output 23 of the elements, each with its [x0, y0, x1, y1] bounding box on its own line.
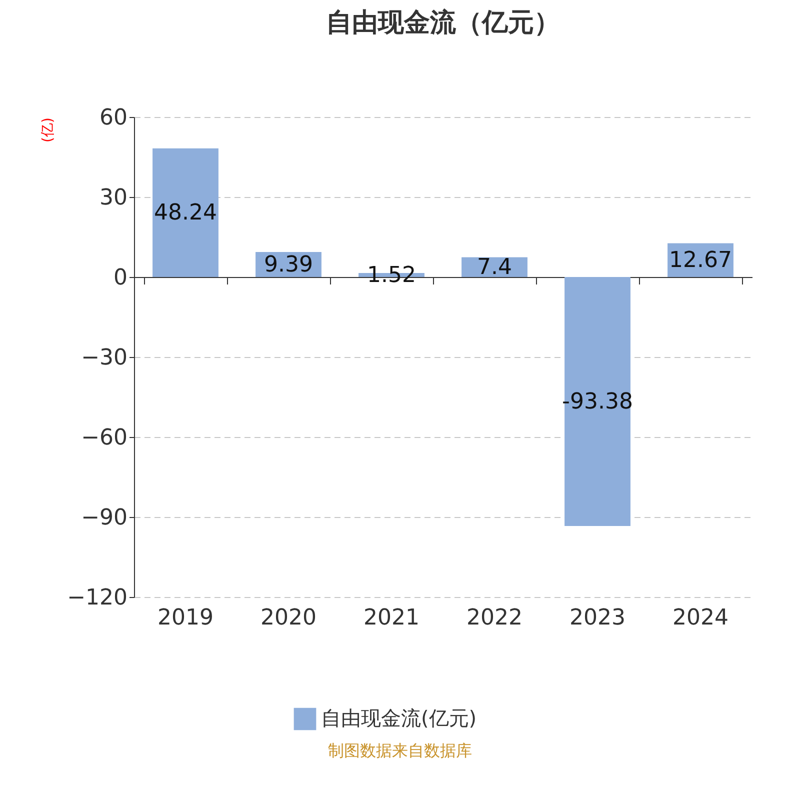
- y-tick-label: −120: [67, 586, 128, 610]
- text: 制图数据来自数据库: [327, 741, 473, 762]
- y-axis-title: (亿): [40, 118, 56, 142]
- data-label: 7.4: [477, 255, 512, 280]
- legend-label: 自由现金流(亿元): [321, 706, 477, 730]
- chart-title: 自由现金流（亿元）: [326, 8, 560, 38]
- y-tick-label: 30: [100, 186, 128, 210]
- x-tick-label: 2024: [672, 606, 728, 630]
- bar: [564, 277, 630, 526]
- data-label: 12.67: [669, 248, 732, 274]
- x-tick-label: 2019: [158, 606, 214, 630]
- x-tick-label: 2020: [260, 606, 316, 630]
- y-tick-label: 60: [100, 106, 128, 130]
- y-tick-label: −60: [81, 426, 128, 450]
- y-tick-label: 0: [114, 266, 128, 290]
- data-label: 9.39: [264, 252, 313, 278]
- y-tick-label: −30: [81, 346, 128, 370]
- data-label: 48.24: [154, 200, 217, 226]
- x-tick-label: 2022: [466, 606, 522, 630]
- x-tick-label: 2021: [364, 606, 420, 630]
- y-tick-label: −90: [81, 506, 128, 530]
- x-tick-label: 2023: [570, 606, 626, 630]
- bar: [152, 148, 218, 277]
